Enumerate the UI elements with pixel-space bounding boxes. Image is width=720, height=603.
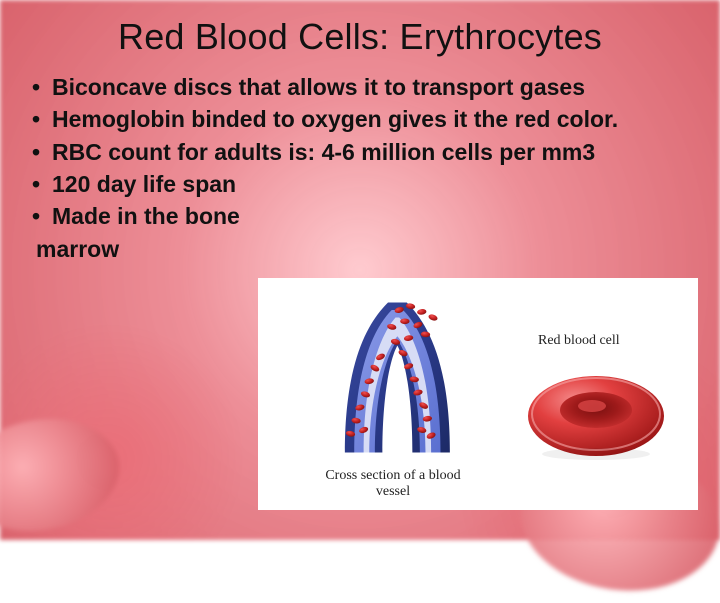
slide-title: Red Blood Cells: Erythrocytes — [30, 16, 690, 58]
bullet-item: Hemoglobin binded to oxygen gives it the… — [30, 104, 690, 134]
slide: Red Blood Cells: Erythrocytes Biconcave … — [0, 0, 720, 540]
bullet-item: RBC count for adults is: 4-6 million cel… — [30, 137, 690, 167]
red-blood-cell-illustration — [516, 356, 676, 466]
bullet-item: 120 day life span — [30, 169, 690, 199]
bullet-item: Biconcave discs that allows it to transp… — [30, 72, 690, 102]
blood-vessel-illustration — [313, 290, 463, 465]
bullet-continuation: marrow — [30, 234, 690, 264]
bullet-list: Biconcave discs that allows it to transp… — [30, 72, 690, 232]
vessel-caption: Cross section of a blood vessel — [308, 468, 478, 500]
rbc-label: Red blood cell — [538, 333, 620, 349]
bullet-item: Made in the bone — [30, 201, 690, 231]
illustration-panel: Cross section of a blood vessel Red bloo… — [258, 278, 698, 510]
